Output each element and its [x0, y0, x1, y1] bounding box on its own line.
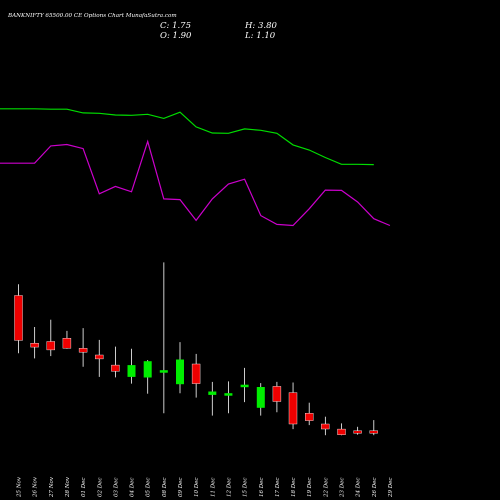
candle-body-down	[191, 363, 201, 384]
candle-body-down	[337, 428, 346, 435]
x-tick-label: 23 Dec	[340, 478, 346, 499]
x-tick-label: 02 Dec	[97, 478, 103, 498]
x-tick-label: 01 Dec	[81, 478, 87, 498]
x-tick-label: 24 Dec	[356, 478, 362, 499]
candle-body-down	[14, 295, 23, 341]
candle-body-up	[176, 359, 184, 385]
candle-body-up	[256, 387, 265, 408]
x-tick-label: 28 Nov	[65, 476, 71, 498]
x-tick-label: 25 Nov	[17, 476, 23, 498]
green-indicator-line	[0, 108, 374, 166]
candle-body-up	[159, 370, 168, 373]
high-label: H: 3.80	[244, 21, 277, 31]
x-tick-label: 26 Nov	[33, 476, 39, 498]
close-label: C: 1.75	[160, 21, 191, 31]
candle-body-down	[62, 338, 72, 349]
candle-body-down	[321, 423, 330, 430]
x-tick-label: 03 Dec	[113, 478, 119, 498]
chart-title: BANKNIFTY 65500.00 CE Options Chart Muna…	[7, 13, 177, 19]
candle-body-down	[111, 364, 120, 372]
x-tick-label: 15 Dec	[243, 478, 249, 498]
x-tick-label: 29 Dec	[388, 478, 394, 499]
candle-body-down	[369, 430, 378, 434]
candle-body-up	[127, 365, 136, 377]
x-tick-label: 16 Dec	[259, 478, 265, 498]
x-tick-label: 04 Dec	[130, 478, 136, 498]
candle-body-down	[30, 343, 39, 348]
candle-body-down	[272, 386, 282, 402]
x-tick-label: 19 Dec	[307, 478, 313, 498]
x-tick-label: 10 Dec	[194, 478, 200, 498]
candle-body-down	[78, 348, 88, 353]
x-tick-label: 18 Dec	[291, 478, 297, 498]
candlestick-series	[14, 262, 378, 436]
candle-body-up	[240, 384, 249, 388]
indicator-lines	[0, 108, 391, 227]
candle-body-down	[353, 430, 362, 434]
x-tick-label: 11 Dec	[210, 478, 216, 498]
x-tick-label: 08 Dec	[162, 478, 168, 498]
candle-body-down	[305, 413, 314, 421]
x-tick-label: 05 Dec	[146, 478, 152, 498]
candle-body-down	[95, 354, 104, 360]
x-axis-labels: 25 Nov 26 Nov 27 Nov 28 Nov 01 Dec 02 Dec 03 D…	[17, 476, 394, 498]
x-tick-label: 09 Dec	[178, 478, 184, 498]
candle-body-down	[46, 341, 55, 351]
open-label: O: 1.90	[160, 31, 192, 41]
candle-body-up	[208, 391, 217, 395]
low-label: L: 1.10	[244, 31, 276, 41]
x-tick-label: 12 Dec	[226, 478, 232, 498]
x-tick-label: 27 Nov	[49, 476, 55, 498]
candle-body-down	[288, 392, 298, 425]
candle-body-up	[143, 361, 152, 378]
x-tick-label: 17 Dec	[275, 478, 281, 498]
candle-body-up	[224, 393, 233, 396]
magenta-indicator-line	[0, 139, 391, 227]
x-tick-label: 22 Dec	[323, 478, 329, 499]
x-tick-label: 26 Dec	[372, 478, 378, 499]
